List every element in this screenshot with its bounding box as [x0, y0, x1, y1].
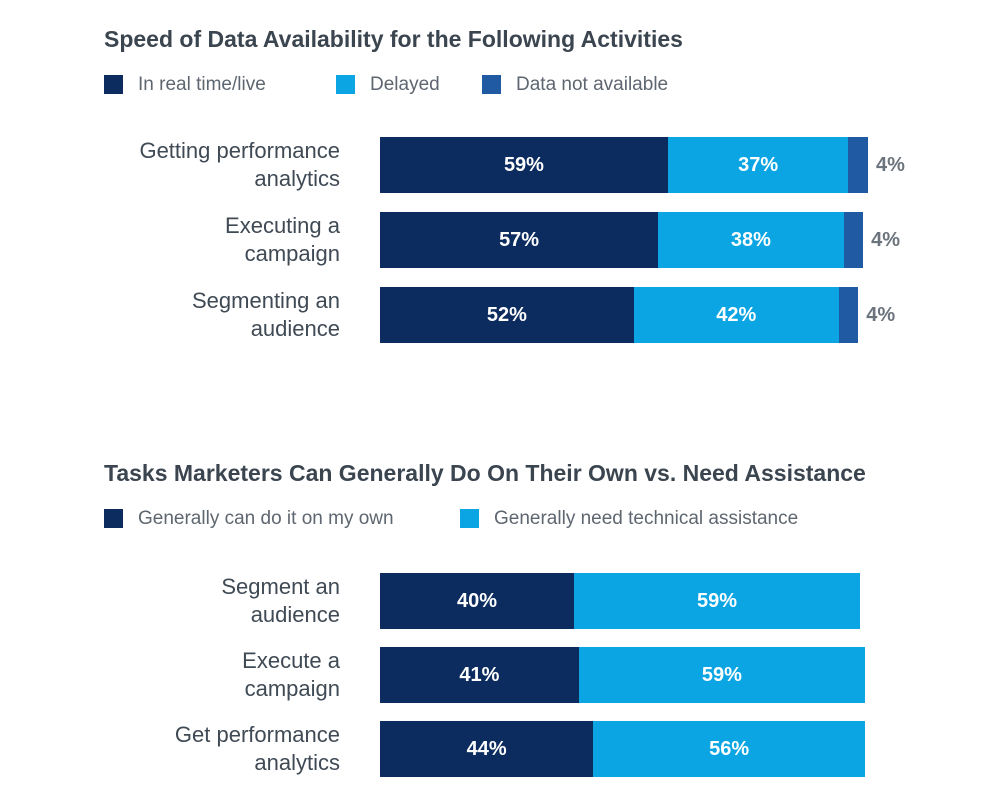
- category-label-line: Segmenting an: [192, 288, 340, 313]
- category-label: Execute a campaign: [40, 647, 340, 703]
- data-label: 38%: [730, 229, 771, 251]
- legend-swatch: [104, 509, 123, 528]
- bar-segment-generally-can-do-it-on-my-own: 40%: [380, 573, 574, 629]
- chart-data-availability: Speed of Data Availability for the Follo…: [0, 0, 1000, 380]
- data-label: 4%: [866, 304, 896, 326]
- bar-segment-data-not-available: [848, 137, 868, 193]
- legend-label: In real time/live: [138, 74, 266, 95]
- data-label: 4%: [871, 229, 901, 251]
- bar-segment-in-real-time-live: 59%: [380, 137, 668, 193]
- bar-segment-data-not-available: [838, 287, 859, 343]
- data-label: 37%: [738, 154, 779, 176]
- bar-segment-data-not-available: [843, 212, 864, 268]
- data-label: 57%: [499, 229, 540, 251]
- category-label-line: audience: [250, 602, 340, 627]
- data-label: 56%: [709, 738, 750, 760]
- category-label: Executing a campaign: [40, 212, 340, 268]
- bar-segment-generally-need-technical-assistance: 56%: [593, 721, 865, 777]
- category-label-line: Execute a: [242, 648, 340, 673]
- chart-title: Speed of Data Availability for the Follo…: [104, 26, 683, 52]
- data-label: 4%: [876, 154, 905, 176]
- legend-swatch: [460, 509, 479, 528]
- legend-swatch: [104, 75, 123, 94]
- data-label: 52%: [486, 304, 527, 326]
- bar-segment-generally-need-technical-assistance: 59%: [578, 647, 865, 703]
- category-label: Get performance analytics: [40, 721, 340, 777]
- category-label-line: Segment an: [221, 574, 340, 599]
- category-label-line: analytics: [254, 750, 340, 775]
- bar-segment-delayed: 38%: [658, 212, 844, 268]
- bar-segment-generally-need-technical-assistance: 59%: [574, 573, 861, 629]
- legend-label: Data not available: [516, 74, 669, 95]
- category-label: Segment an audience: [40, 573, 340, 629]
- bar-segment-in-real-time-live: 52%: [380, 287, 634, 343]
- category-label: Segmenting an audience: [40, 287, 340, 343]
- category-label-line: analytics: [254, 166, 340, 191]
- data-label: 59%: [701, 664, 742, 686]
- bar-segment-delayed: 42%: [633, 287, 839, 343]
- data-label: 44%: [466, 738, 507, 760]
- legend-swatch: [336, 75, 355, 94]
- data-label: 41%: [459, 664, 500, 686]
- data-label: 59%: [503, 154, 544, 176]
- legend-label: Generally need technical assistance: [494, 508, 799, 529]
- category-label: Getting performance analytics: [40, 137, 340, 193]
- category-label-line: campaign: [244, 241, 340, 266]
- legend-label: Delayed: [370, 74, 440, 95]
- category-label-line: Getting performance: [139, 138, 340, 163]
- bar-segment-in-real-time-live: 57%: [380, 212, 659, 268]
- category-label-line: audience: [250, 316, 340, 341]
- category-label-line: Get performance: [174, 722, 340, 747]
- data-label: 42%: [716, 304, 757, 326]
- category-label-line: campaign: [244, 676, 340, 701]
- bar-segment-generally-can-do-it-on-my-own: 44%: [380, 721, 594, 777]
- data-label: 59%: [697, 590, 738, 612]
- chart-title: Tasks Marketers Can Generally Do On Thei…: [104, 460, 866, 486]
- bar-segment-generally-can-do-it-on-my-own: 41%: [380, 647, 579, 703]
- legend-label: Generally can do it on my own: [138, 508, 394, 529]
- legend-swatch: [482, 75, 501, 94]
- category-label-line: Executing a: [225, 213, 340, 238]
- bar-segment-delayed: 37%: [667, 137, 849, 193]
- data-label: 40%: [456, 590, 498, 612]
